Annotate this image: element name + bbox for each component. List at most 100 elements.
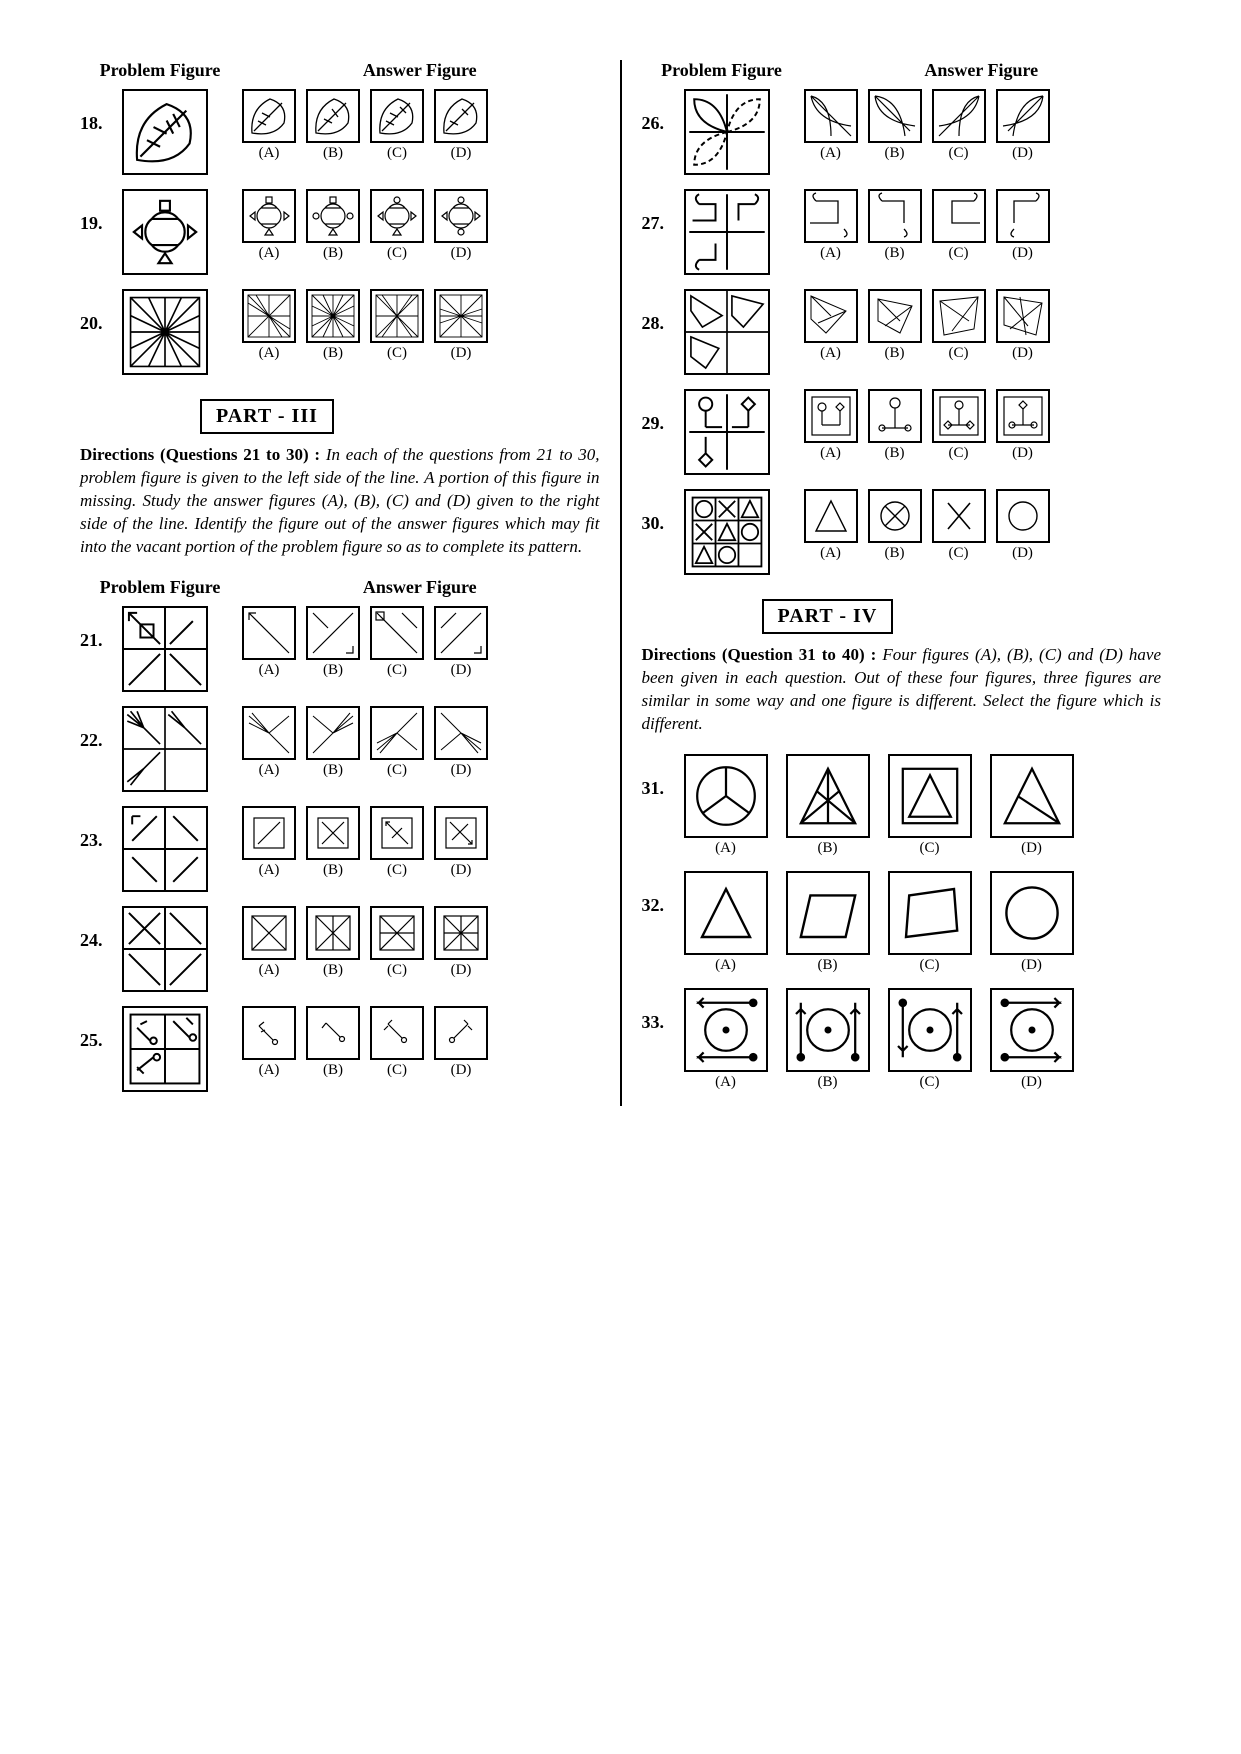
part-title-box: PART - III <box>200 399 334 434</box>
answer-figure <box>370 806 424 860</box>
option-label: (C) <box>932 145 986 162</box>
question-row: 24. (A) (B) (C) (D) <box>80 906 600 992</box>
option-label: (D) <box>434 662 488 679</box>
option-label: (D) <box>434 245 488 262</box>
answer-figure <box>242 1006 296 1060</box>
answer-figure <box>990 871 1074 955</box>
question-row: 21. (A) (B) (C) (D) <box>80 606 600 692</box>
directions-label: Directions (Questions 21 to 30) : <box>80 445 320 464</box>
answer-figure <box>306 706 360 760</box>
answer-figure <box>996 289 1050 343</box>
answer-figure <box>684 871 768 955</box>
answer-figure <box>370 89 424 143</box>
option-label: (D) <box>990 840 1074 857</box>
answer-figure <box>868 489 922 543</box>
option-label: (D) <box>996 545 1050 562</box>
answer-set: (A) (B) (C) (D) <box>684 754 1074 857</box>
answer-figure <box>888 754 972 838</box>
column-headers: Problem Figure Answer Figure <box>80 577 600 598</box>
question-number: 27. <box>642 189 674 234</box>
answer-figure <box>932 489 986 543</box>
option-label: (B) <box>868 545 922 562</box>
question-row: 22. (A) (B) (C) (D) <box>80 706 600 792</box>
answer-figure-header: Answer Figure <box>802 60 1162 81</box>
option-label: (B) <box>868 445 922 462</box>
answer-figure <box>804 289 858 343</box>
option-label: (D) <box>996 445 1050 462</box>
option-label: (A) <box>242 345 296 362</box>
option-label: (B) <box>306 145 360 162</box>
question-number: 21. <box>80 606 112 651</box>
option-label: (B) <box>868 245 922 262</box>
option-label: (A) <box>242 762 296 779</box>
option-label: (C) <box>370 145 424 162</box>
option-label: (B) <box>306 662 360 679</box>
question-number: 33. <box>642 988 674 1033</box>
answer-figure <box>434 606 488 660</box>
question-row: 33. (A) (B) (C) (D) <box>642 988 1162 1091</box>
answer-figure <box>888 871 972 955</box>
answer-figure <box>888 988 972 1072</box>
answer-figure <box>306 1006 360 1060</box>
question-number: 29. <box>642 389 674 434</box>
question-number: 28. <box>642 289 674 334</box>
option-label: (A) <box>684 1074 768 1091</box>
answer-figure <box>434 189 488 243</box>
answer-figure <box>242 89 296 143</box>
answer-set: (A) (B) (C) (D) <box>242 906 488 979</box>
answer-figure <box>868 189 922 243</box>
answer-set: (A) (B) (C) (D) <box>242 706 488 779</box>
answer-figure <box>306 906 360 960</box>
answer-set: (A) (B) (C) (D) <box>684 871 1074 974</box>
question-number: 30. <box>642 489 674 534</box>
answer-figure <box>996 89 1050 143</box>
problem-figure <box>684 489 770 575</box>
option-label: (C) <box>888 1074 972 1091</box>
answer-figure <box>990 754 1074 838</box>
option-label: (A) <box>804 245 858 262</box>
question-row: 20. (A) (B) (C) (D) <box>80 289 600 375</box>
answer-set: (A) (B) (C) (D) <box>804 389 1050 462</box>
problem-figure <box>122 706 208 792</box>
directions-label: Directions (Question 31 to 40) : <box>642 645 877 664</box>
option-label: (A) <box>804 445 858 462</box>
answer-set: (A) (B) (C) (D) <box>804 189 1050 262</box>
answer-figure <box>306 606 360 660</box>
answer-figure-header: Answer Figure <box>240 577 600 598</box>
problem-figure <box>684 289 770 375</box>
option-label: (B) <box>306 962 360 979</box>
question-number: 19. <box>80 189 112 234</box>
problem-figure <box>684 89 770 175</box>
problem-figure <box>122 89 208 175</box>
option-label: (A) <box>242 862 296 879</box>
problem-figure-header: Problem Figure <box>80 577 240 598</box>
part-title-box: PART - IV <box>762 599 894 634</box>
answer-figure <box>242 906 296 960</box>
problem-figure <box>122 1006 208 1092</box>
left-column: Problem Figure Answer Figure 18. (A) (B)… <box>80 60 600 1106</box>
option-label: (A) <box>684 957 768 974</box>
answer-figure <box>370 706 424 760</box>
option-label: (D) <box>434 1062 488 1079</box>
question-row: 27. (A) (B) (C) (D) <box>642 189 1162 275</box>
option-label: (D) <box>434 345 488 362</box>
answer-figure <box>370 1006 424 1060</box>
answer-figure <box>242 806 296 860</box>
answer-set: (A) (B) (C) (D) <box>242 89 488 162</box>
question-row: 25. (A) (B) (C) (D) <box>80 1006 600 1092</box>
answer-figure <box>370 189 424 243</box>
answer-figure <box>996 389 1050 443</box>
problem-figure-header: Problem Figure <box>642 60 802 81</box>
option-label: (D) <box>434 145 488 162</box>
answer-figure <box>932 289 986 343</box>
answer-set: (A) (B) (C) (D) <box>804 489 1050 562</box>
answer-figure-header: Answer Figure <box>240 60 600 81</box>
answer-figure <box>434 89 488 143</box>
option-label: (C) <box>370 862 424 879</box>
answer-figure <box>804 389 858 443</box>
option-label: (A) <box>242 662 296 679</box>
answer-figure <box>684 754 768 838</box>
answer-figure <box>306 289 360 343</box>
answer-figure <box>996 489 1050 543</box>
question-number: 25. <box>80 1006 112 1051</box>
